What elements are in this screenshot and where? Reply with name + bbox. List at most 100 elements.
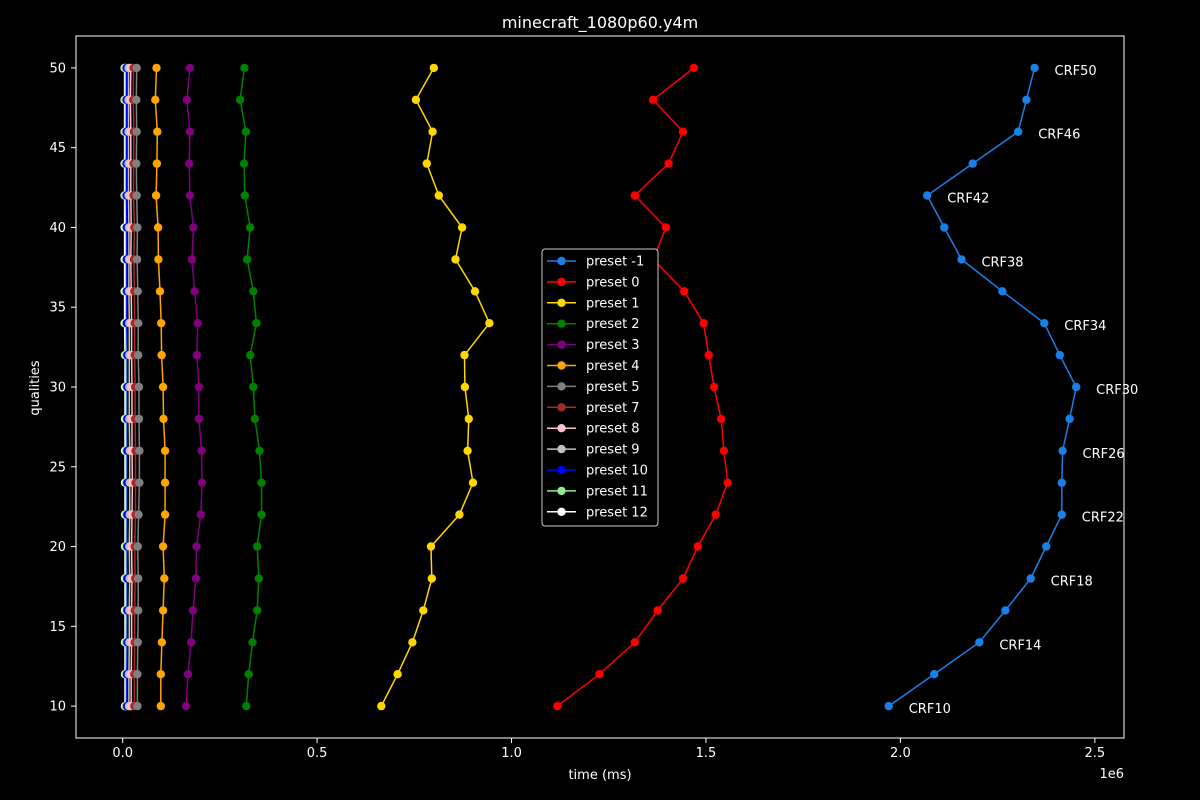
legend-marker [557,507,566,516]
data-point [133,701,142,711]
legend-item-preset-11: preset 11 [547,484,648,499]
x-tick-label: 1.5 [696,746,717,761]
legend-label: preset 7 [586,401,640,416]
legend-label: preset -1 [586,255,644,270]
data-point [393,670,402,679]
data-point [185,159,194,168]
y-tick-label: 40 [49,221,66,236]
data-point [419,606,428,615]
annotation-crf38: CRF38 [981,255,1023,270]
y-tick-label: 10 [49,700,66,715]
data-point [134,382,144,392]
data-point [133,287,142,296]
data-point [181,701,191,711]
legend-item-preset-4: preset 4 [547,359,640,374]
data-point [160,446,170,455]
data-point [235,95,245,105]
data-point [664,159,673,168]
data-point [968,159,977,168]
legend-label: preset 0 [586,275,640,290]
data-point [241,127,251,136]
legend-label: preset 1 [586,296,640,311]
data-point [157,319,166,328]
legend-marker [557,444,566,454]
data-point [134,319,143,328]
series-preset-0 [553,63,732,711]
legend-label: preset 9 [586,443,640,458]
legend-item-preset-3: preset 3 [547,338,640,353]
data-point [253,606,262,615]
legend-marker [557,424,566,433]
data-point [1026,574,1035,583]
legend-label: preset 12 [586,505,648,520]
data-point [463,446,472,455]
data-point [244,670,253,679]
legend-item-preset-1: preset -1 [547,255,644,270]
data-point [1055,350,1065,360]
x-tick-label: 2.5 [1084,746,1105,761]
data-point [154,255,163,264]
data-point [689,63,699,73]
data-point [152,63,161,73]
y-tick-label: 45 [49,141,66,156]
data-point [457,223,467,232]
data-point [678,127,688,136]
data-point [132,255,142,264]
data-point [257,478,266,487]
legend-marker [557,319,566,328]
data-point [257,510,266,519]
data-point [1001,606,1010,615]
data-point [975,638,984,647]
annotation-crf30: CRF30 [1096,383,1138,398]
legend-item-preset-12: preset 12 [547,505,648,520]
data-point [152,159,162,168]
annotation-crf26: CRF26 [1083,447,1125,462]
data-point [723,478,732,487]
legend-label: preset 11 [586,484,648,499]
annotation-crf34: CRF34 [1064,319,1106,334]
annotation-layer: CRF10 CRF14 CRF18 CRF22 CRF26 CRF30 CRF34 CRF38… [909,64,1139,717]
y-tick-label: 25 [49,460,66,475]
y-axis-label: qualities [28,360,43,415]
annotation-crf18: CRF18 [1051,574,1093,589]
annotation-crf14: CRF14 [999,638,1041,653]
legend-marker [557,382,566,391]
data-point [464,414,473,424]
legend-item-preset-2: preset 2 [547,317,640,332]
data-point [132,63,141,73]
data-point [460,350,469,360]
data-point [470,287,480,296]
data-point [468,478,478,487]
data-point [1040,319,1049,328]
data-point [133,542,142,551]
y-tick-label: 15 [49,620,66,635]
annotation-crf46: CRF46 [1038,128,1080,143]
data-point [693,542,702,551]
legend: preset -1 preset 0 preset 1 preset 2 preset … [541,248,659,527]
data-point [451,255,460,264]
data-point [411,95,421,105]
data-point [135,478,144,487]
data-point [192,542,201,551]
data-point [157,638,167,647]
series-preset-1 [377,63,494,711]
data-point [133,670,142,679]
data-point [242,255,252,264]
data-point [1014,127,1023,136]
series-preset-5 [132,63,144,711]
annotation-crf22: CRF22 [1082,511,1124,526]
y-tick-label: 20 [49,540,66,555]
data-point [699,319,708,328]
data-point [134,350,143,360]
data-point [191,574,200,583]
data-point [196,510,205,519]
data-point [153,223,163,232]
x-axis-offset-label: 1e6 [1099,767,1124,782]
data-point [653,606,662,615]
legend-marker [557,340,566,349]
data-point [160,574,169,583]
series-preset-3 [181,63,207,711]
data-point [240,191,249,200]
data-point [242,701,251,711]
